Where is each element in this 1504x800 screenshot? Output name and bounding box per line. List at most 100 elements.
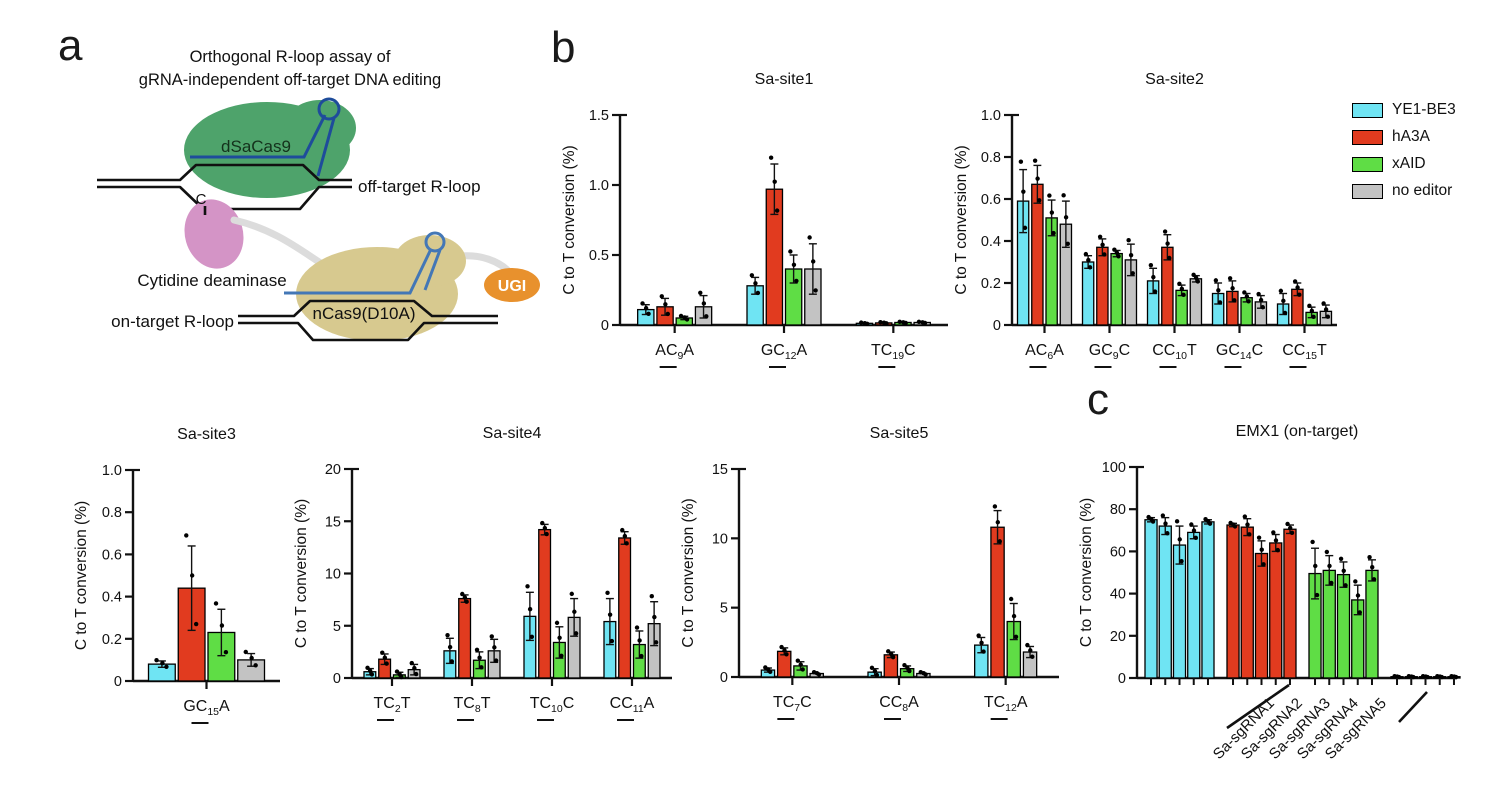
data-point [678, 313, 684, 319]
data-point [643, 305, 649, 311]
data-point [646, 311, 651, 316]
data-point [1191, 272, 1196, 278]
data-point [1327, 563, 1332, 569]
data-point [1289, 530, 1295, 536]
data-point [380, 650, 385, 655]
data-point [779, 644, 784, 650]
y-axis-label: C to T conversion (%) [680, 498, 697, 647]
data-point [997, 539, 1002, 544]
category-label: CC11A [610, 695, 655, 715]
data-point [1216, 288, 1221, 293]
chart-sa-site4: Sa-site4 C to T conversion (%) 0 5 10 15 20 TC2… [290, 400, 680, 740]
data-point [862, 320, 867, 326]
bar [990, 526, 1005, 678]
data-point [881, 320, 887, 325]
category-label: GC15A [183, 698, 230, 718]
legend-label-ye1be3: YE1-BE3 [1392, 101, 1456, 118]
data-point [1165, 241, 1170, 246]
data-point [189, 573, 195, 578]
chart-emx1: EMX1 (on-target) C to T conversion (%) 0 20… [1075, 400, 1475, 800]
data-point [1367, 555, 1372, 560]
y-tick-label: 0 [993, 318, 1001, 334]
data-point [795, 658, 801, 663]
data-point [1167, 255, 1172, 261]
legend-item-ye1be3: YE1-BE3 [1352, 101, 1456, 119]
data-point [1116, 254, 1121, 259]
data-point [649, 594, 654, 599]
data-point [992, 504, 998, 509]
data-point [253, 663, 258, 668]
data-point [397, 671, 402, 677]
ugi-blob [484, 268, 540, 302]
data-point [874, 672, 880, 678]
data-point [449, 659, 455, 664]
data-point [1321, 301, 1326, 306]
data-point [464, 599, 469, 604]
data-point [1310, 539, 1315, 545]
chart-title: Sa-site4 [483, 425, 542, 442]
off-target-dna-bottom-strand [97, 185, 352, 211]
sgrna1 [190, 114, 327, 159]
data-point [249, 655, 254, 661]
y-axis-label: C to T conversion (%) [293, 499, 310, 648]
data-point [1227, 276, 1233, 281]
data-point [1021, 189, 1026, 194]
bar [1189, 278, 1203, 326]
data-point [1128, 252, 1134, 258]
data-point [659, 294, 664, 299]
bar [458, 597, 472, 679]
data-point [772, 179, 777, 184]
data-point [1149, 516, 1154, 522]
data-point [1160, 513, 1166, 518]
bar [1226, 524, 1240, 679]
y-tick-label: 0.6 [102, 547, 122, 563]
y-tick-label: 0.5 [589, 248, 609, 264]
panel-a-title-line2: gRNA-independent off-target DNA editing [138, 71, 442, 90]
data-point [607, 612, 613, 617]
y-tick-label: 0 [720, 670, 728, 686]
data-point [384, 661, 389, 666]
data-point [1162, 229, 1168, 234]
data-point [634, 625, 640, 630]
y-tick-label: 10 [712, 531, 728, 547]
data-point [164, 664, 169, 670]
data-point [890, 654, 896, 660]
panel-a-title: Orthogonal R-loop assay of gRNA-independ… [100, 46, 480, 92]
chart-svg-sa-site5: Sa-site5 C to T conversion (%) 0 5 10 15 TC7C C… [680, 425, 1059, 720]
y-tick-label: 0 [333, 671, 341, 687]
data-point [701, 301, 707, 306]
data-point [704, 314, 709, 319]
data-point [652, 614, 657, 620]
data-point [1297, 292, 1302, 297]
data-point [1063, 215, 1069, 220]
data-point [193, 621, 199, 627]
y-tick-label: 0 [601, 318, 609, 334]
data-point [774, 208, 780, 213]
data-point [1047, 193, 1052, 198]
bar [1365, 569, 1379, 679]
data-point [1338, 556, 1344, 561]
data-point [1049, 210, 1055, 215]
y-tick-label: 1.5 [589, 108, 609, 124]
chart-svg-emx1: EMX1 (on-target) C to T conversion (%) 0 20… [1078, 423, 1461, 763]
data-point [609, 638, 615, 644]
y-tick-label: 1.0 [981, 108, 1001, 124]
data-point [811, 259, 816, 264]
data-point [1232, 298, 1237, 303]
y-tick-label: 20 [325, 462, 341, 478]
data-point [682, 315, 687, 320]
data-point [572, 609, 577, 614]
data-point [755, 290, 761, 296]
data-point [1292, 279, 1298, 284]
data-point [859, 320, 864, 325]
sgrna2-loop [424, 231, 446, 253]
data-point [1295, 285, 1300, 290]
data-point [798, 662, 803, 667]
data-point [1217, 300, 1223, 305]
category-label: TC2T [374, 695, 411, 715]
data-point [1193, 535, 1198, 540]
data-point [1022, 225, 1028, 231]
panel-a-title-line1: Orthogonal R-loop assay of [189, 48, 391, 66]
chart-title: Sa-site1 [755, 71, 814, 88]
data-point [223, 649, 229, 655]
